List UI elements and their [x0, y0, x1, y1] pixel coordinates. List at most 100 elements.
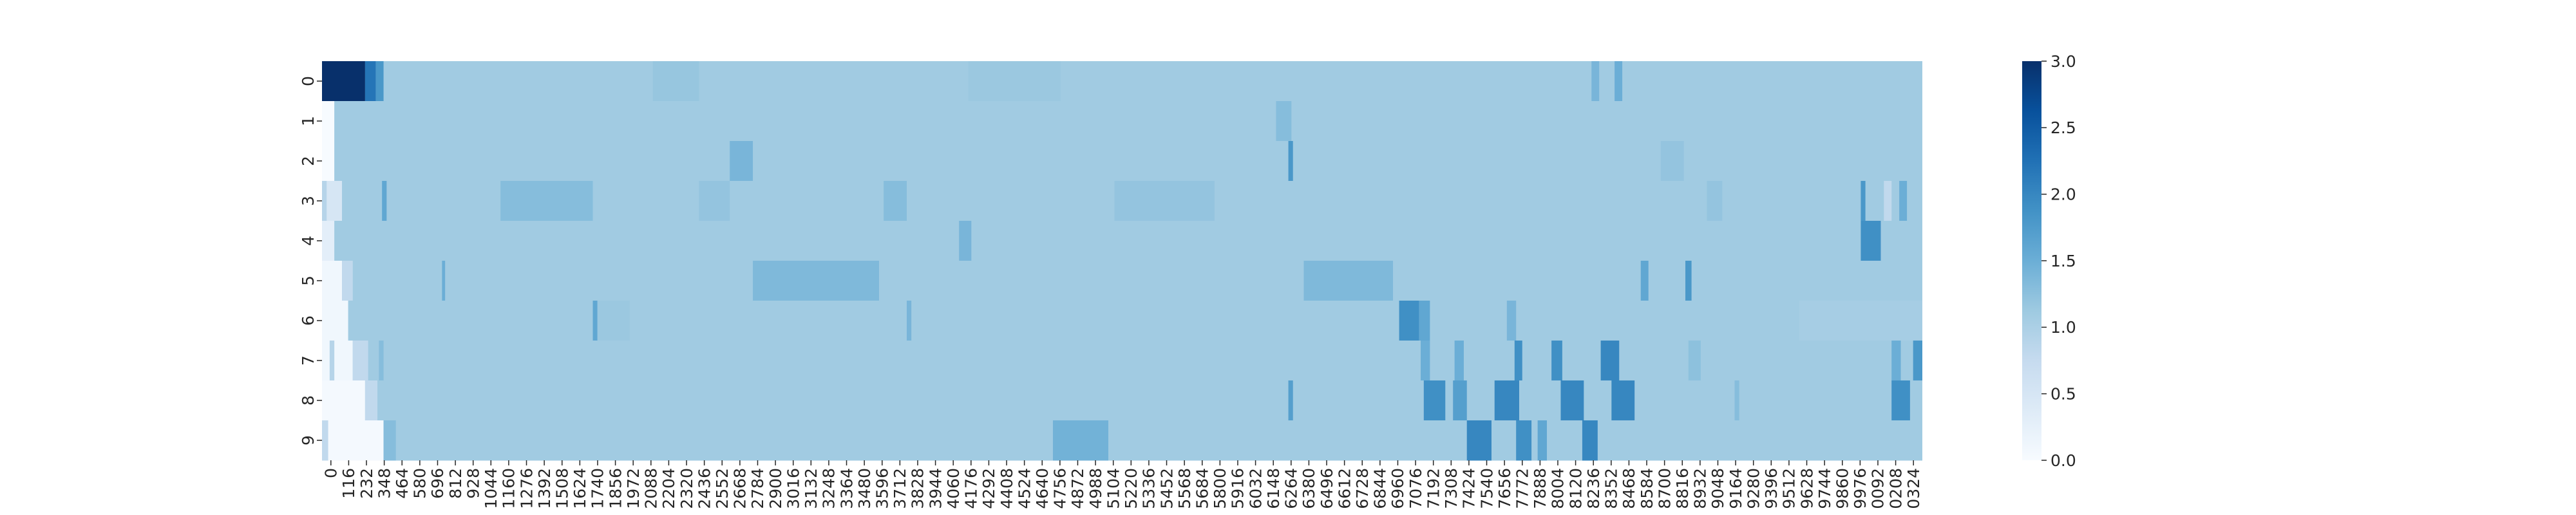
heatmap-cell-row-0-1 [365, 61, 376, 102]
x-tick-label: 5452 [1157, 468, 1176, 509]
x-tick-label: 7656 [1495, 468, 1514, 509]
colorbar-tick-labels: 0.0 0.5 1.0 1.5 2.0 2.5 3.0 [2041, 52, 2076, 470]
heatmap-cell-row-6-6 [1506, 301, 1517, 341]
x-tick-label: 7424 [1460, 468, 1479, 509]
heatmap-cells [322, 61, 1922, 461]
colorbar-tick-label: 2.5 [2050, 118, 2076, 137]
heatmap-row-5-base [322, 261, 1922, 301]
x-tick-label: 9048 [1709, 468, 1727, 509]
heatmap-cell-row-1-1 [1276, 101, 1292, 142]
x-tick-label: 2088 [642, 468, 661, 509]
x-tick-label: 2900 [766, 468, 785, 509]
heatmap-cell-row-0-5 [1591, 61, 1600, 102]
y-tick-label: 4 [299, 236, 317, 246]
heatmap-cell-row-4-1 [959, 221, 972, 261]
heatmap-cell-row-7-8 [1551, 341, 1562, 381]
x-tick-label: 1856 [606, 468, 625, 509]
heatmap-cell-row-3-6 [1114, 181, 1215, 221]
x-tick-label: 0324 [1904, 468, 1923, 509]
x-tick-label: 6960 [1388, 468, 1407, 509]
heatmap-cell-row-7-12 [1913, 341, 1922, 381]
heatmap-cell-row-3-2 [382, 181, 387, 221]
x-tick-label: 4988 [1086, 468, 1105, 509]
x-tick-label: 4524 [1015, 468, 1034, 509]
heatmap-cell-row-3-1 [327, 181, 343, 221]
x-tick-label: 1160 [500, 468, 518, 509]
x-tick-label: 3480 [855, 468, 874, 509]
x-tick-label: 232 [357, 468, 376, 499]
x-tick-label: 3132 [802, 468, 820, 509]
x-tick-label: 1392 [535, 468, 554, 509]
heatmap-cell-row-8-9 [1891, 380, 1910, 421]
heatmap-cell-row-4-0 [322, 221, 335, 261]
heatmap-cell-row-6-2 [597, 301, 630, 341]
heatmap-cell-row-9-0 [322, 420, 328, 461]
x-tick-label: 8004 [1549, 468, 1567, 509]
x-tick-label: 0208 [1886, 468, 1905, 509]
x-tick-label: 7192 [1424, 468, 1443, 509]
x-tick-label: 7772 [1513, 468, 1532, 509]
heatmap-cell-row-5-4 [1303, 261, 1394, 301]
x-tick-label: 8584 [1638, 468, 1656, 509]
x-tick-label: 2784 [748, 468, 767, 509]
heatmap-cell-row-4-2 [1861, 221, 1881, 261]
x-tick-label: 1044 [482, 468, 500, 509]
x-tick-label: 3596 [873, 468, 892, 509]
colorbar-tick-label: 0.0 [2050, 451, 2076, 470]
heatmap-cell-row-8-2 [1288, 380, 1293, 421]
heatmap-cell-row-3-8 [1861, 181, 1866, 221]
x-tick-label: 696 [428, 468, 447, 499]
heatmap-cell-row-9-1 [328, 420, 384, 461]
x-tick-label: 5220 [1122, 468, 1141, 509]
heatmap-cell-row-9-3 [1052, 420, 1108, 461]
heatmap-cell-row-8-8 [1734, 380, 1739, 421]
x-tick-label: 6264 [1282, 468, 1301, 509]
heatmap-cell-row-3-4 [699, 181, 730, 221]
heatmap-row-2-base [322, 141, 1922, 182]
x-tick-label: 9164 [1727, 468, 1745, 509]
y-tick-label: 5 [299, 276, 317, 286]
x-tick-label: 1276 [517, 468, 536, 509]
x-tick-label: 5104 [1104, 468, 1122, 509]
x-tick-label: 8700 [1655, 468, 1674, 509]
x-tick-label: 4060 [944, 468, 963, 509]
x-tick-label: 7308 [1442, 468, 1461, 509]
x-tick-label: 1972 [624, 468, 643, 509]
x-tick-label: 9396 [1762, 468, 1781, 509]
x-tick-label: 4408 [998, 468, 1016, 509]
y-tick-label: 6 [299, 315, 317, 326]
y-tick-labels: 0 1 2 3 4 5 6 7 8 9 [299, 76, 322, 445]
x-tick-label: 2552 [713, 468, 732, 509]
y-tick-label: 2 [299, 156, 317, 166]
x-tick-label: 6728 [1353, 468, 1372, 509]
heatmap-cell-row-9-6 [1537, 420, 1547, 461]
x-tick-label: 8236 [1584, 468, 1603, 509]
heatmap-cell-row-2-3 [1660, 141, 1684, 182]
heatmap-cell-row-8-6 [1560, 380, 1584, 421]
heatmap-cell-row-5-0 [322, 261, 343, 301]
x-tick-label: 5916 [1229, 468, 1247, 509]
heatmap-cell-row-7-10 [1688, 341, 1701, 381]
x-tick-label: 9744 [1815, 468, 1834, 509]
x-tick-label: 8352 [1602, 468, 1621, 509]
y-tick-label: 1 [299, 116, 317, 126]
heatmap-row-8-base [322, 380, 1922, 421]
heatmap-cell-row-9-5 [1516, 420, 1532, 461]
heatmap-cell-row-0-6 [1615, 61, 1623, 102]
heatmap-cell-row-5-5 [1640, 261, 1649, 301]
x-tick-label: 3944 [926, 468, 945, 509]
x-tick-label: 116 [339, 468, 358, 499]
heatmap-cell-row-7-4 [379, 341, 384, 381]
x-tick-label: 3248 [820, 468, 838, 509]
y-tick-label: 8 [299, 395, 317, 406]
colorbar [2022, 61, 2041, 460]
heatmap-cell-row-0-4 [968, 61, 1061, 102]
x-tick-label: 8468 [1620, 468, 1638, 509]
x-tick-label: 5336 [1140, 468, 1159, 509]
x-tick-label: 8120 [1566, 468, 1585, 509]
x-tick-label: 9280 [1744, 468, 1763, 509]
heatmap-cell-row-1-0 [322, 101, 335, 142]
x-tick-label: 7888 [1531, 468, 1549, 509]
x-tick-label: 3364 [837, 468, 856, 509]
heatmap-cell-row-9-7 [1582, 420, 1598, 461]
